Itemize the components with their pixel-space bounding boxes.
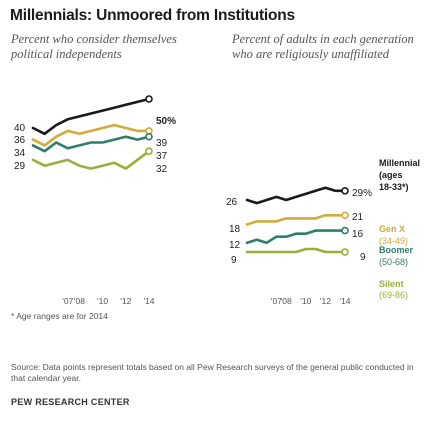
generation-age-range: 18-33*) bbox=[379, 182, 409, 192]
org-credit: PEW RESEARCH CENTER bbox=[11, 397, 130, 407]
right-tick-label: '12 bbox=[320, 296, 331, 306]
left-start-label: 29 bbox=[14, 161, 26, 172]
left-end-marker bbox=[145, 95, 153, 103]
generation-name: Silent bbox=[379, 279, 404, 289]
right-end-label: 29% bbox=[352, 188, 372, 199]
generation-name: Gen X bbox=[379, 224, 405, 234]
right-tick-label: '07 bbox=[271, 296, 282, 306]
right-start-label: 12 bbox=[229, 240, 241, 251]
left-start-label: 36 bbox=[14, 135, 26, 146]
left-end-marker bbox=[145, 147, 153, 155]
right-panel-subtitle: Percent of adults in each generation who… bbox=[232, 32, 414, 61]
right-end-label: 21 bbox=[352, 212, 364, 223]
left-series-line bbox=[31, 135, 151, 153]
generation-age-range: (ages bbox=[379, 170, 403, 180]
left-series-line bbox=[31, 123, 151, 147]
right-end-marker bbox=[341, 248, 349, 256]
chart-title: Millennials: Unmoored from Institutions bbox=[10, 7, 295, 24]
left-panel-subtitle: Percent who consider themselves politica… bbox=[11, 32, 177, 61]
right-series-line bbox=[245, 214, 347, 226]
left-end-label: 37 bbox=[156, 151, 168, 162]
left-end-label: 39 bbox=[156, 138, 168, 149]
left-series-line bbox=[31, 97, 151, 136]
left-end-label: 32 bbox=[156, 164, 168, 175]
right-tick-label: '10 bbox=[300, 296, 311, 306]
left-end-marker bbox=[145, 132, 153, 141]
right-end-label: 16 bbox=[352, 229, 364, 240]
right-start-label: 26 bbox=[226, 197, 238, 208]
left-end-label: 50% bbox=[156, 116, 176, 127]
right-start-label: 18 bbox=[229, 224, 241, 235]
right-end-marker bbox=[341, 211, 349, 220]
left-tick-label: '14 bbox=[143, 296, 154, 306]
right-series-line bbox=[245, 229, 347, 245]
generation-name: Millennial bbox=[379, 158, 420, 168]
generation-age-range: (50-68) bbox=[379, 257, 408, 267]
right-start-label: 9 bbox=[231, 255, 237, 266]
right-end-marker bbox=[341, 187, 349, 195]
right-series-line bbox=[245, 186, 347, 205]
footnote: * Age ranges are for 2014 bbox=[11, 311, 108, 321]
generation-age-range: (69-86) bbox=[379, 290, 408, 300]
right-end-label: 9 bbox=[360, 252, 366, 263]
right-tick-label: '14 bbox=[339, 296, 350, 306]
left-series-line bbox=[31, 149, 151, 170]
left-tick-label: '12 bbox=[120, 296, 131, 306]
left-tick-label: '08 bbox=[74, 296, 85, 306]
generation-name: Boomer bbox=[379, 245, 414, 255]
left-tick-label: '07 bbox=[62, 296, 73, 306]
right-series-line bbox=[245, 247, 347, 254]
source-note: Source: Data points represent totals bas… bbox=[11, 362, 414, 383]
left-start-label: 34 bbox=[14, 148, 26, 159]
right-end-marker bbox=[341, 226, 349, 235]
left-start-label: 40 bbox=[14, 123, 26, 134]
generation-age-range: (34-49) bbox=[379, 236, 408, 246]
right-tick-label: '08 bbox=[281, 296, 292, 306]
left-tick-label: '10 bbox=[97, 296, 108, 306]
